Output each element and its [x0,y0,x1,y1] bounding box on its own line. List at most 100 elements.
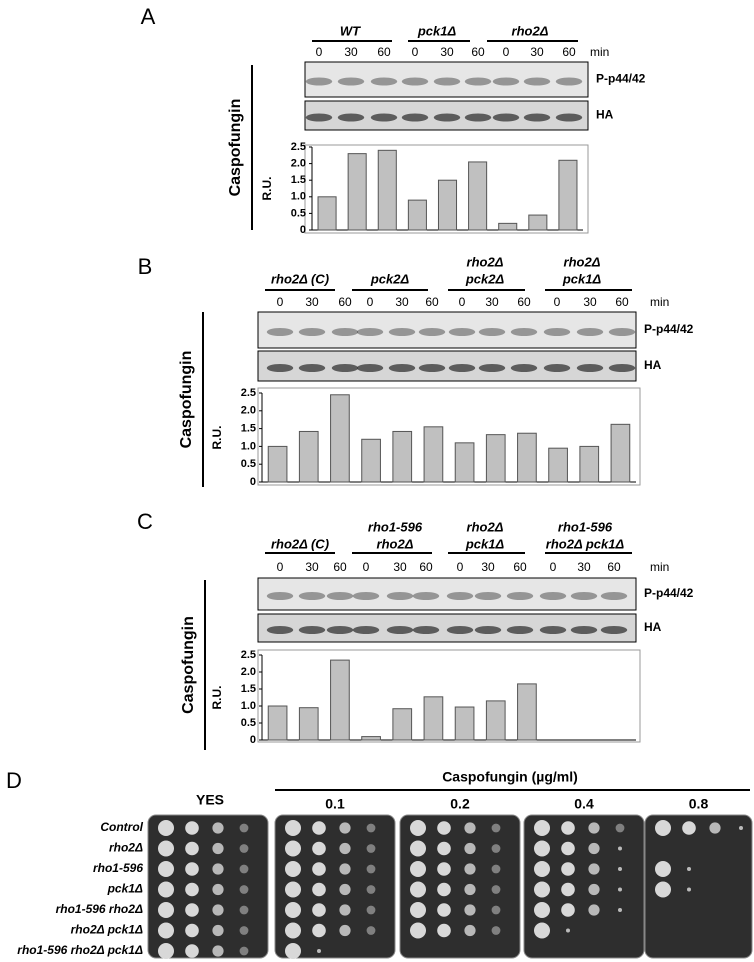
plate [523,814,645,959]
blot-band [464,113,492,122]
colony-spot [534,922,550,939]
blot-band [386,592,414,600]
concentration-label: 0.2 [450,796,470,812]
colony-spot [312,821,326,835]
colony-spot [212,863,224,875]
blot [257,577,637,611]
bar [330,659,350,741]
colony-spot [534,902,550,918]
time-label: 0 [277,560,284,574]
colony-spot [239,885,249,894]
strain-label: pck2Δ [465,271,505,286]
colony [618,846,622,851]
blot-band [448,364,476,372]
strain-label: rho1-596 [368,519,423,534]
colony-spot [212,842,224,855]
strain-label: rho2Δ pck1Δ [546,536,625,551]
colony-spot [158,840,174,857]
colony-spot [464,924,476,937]
concentration-label: 0.4 [574,796,594,812]
blot-band [401,113,429,122]
time-label: 60 [607,560,621,574]
bar [361,438,381,483]
colony-spot [239,823,249,833]
colony-spot [615,823,625,833]
blot-band [570,592,598,600]
colony-spot [534,881,550,898]
blot-band [539,592,567,600]
colony-spot [410,881,426,898]
time-label: 0 [316,45,323,59]
colony-spot [655,861,671,877]
strain-row-label: rho1-596 rho2Δ pck1Δ [17,943,143,957]
colony-spot [339,924,351,937]
colony-spot [437,903,451,917]
bar [407,199,427,231]
colony-spot [437,862,451,876]
blot-band [433,113,461,122]
strain-label: rho2Δ [467,519,504,534]
blot-label: HA [644,358,662,372]
colony-spot [212,924,224,937]
blot-band [506,592,534,600]
time-label: 60 [333,560,347,574]
colony [687,867,691,871]
bar [454,706,475,741]
colony-spot [312,923,326,938]
colony-spot [561,841,575,856]
bar [468,161,488,231]
time-label: 60 [471,45,485,59]
y-tick-label: 2.5 [241,387,256,399]
colony-spot [158,881,174,898]
colony [739,826,743,830]
bar [317,196,337,231]
bar [347,153,367,231]
chart-frame [257,649,641,743]
y-tick-label: 0.5 [241,717,256,729]
y-tick-label: 1.0 [291,191,306,203]
blot-band [464,77,492,86]
colony [618,887,622,892]
colony-spot [588,863,600,875]
colony-spot [491,926,501,935]
blot-band [266,364,294,372]
time-label: 60 [338,295,352,309]
blot-band [298,328,326,336]
time-label: 60 [615,295,629,309]
blot-band [474,626,502,634]
time-label: 0 [459,295,466,309]
blot-band [539,626,567,634]
blot-label: P-p44/42 [644,586,694,600]
blot-band [298,364,326,372]
y-tick-label: 0 [250,476,256,488]
time-label: 0 [277,295,284,309]
y-tick-label: 0.5 [291,207,306,219]
blot-band [356,328,384,336]
colony-spot [185,841,199,856]
colony-spot [339,822,351,834]
colony-spot [158,922,174,939]
colony-spot [212,945,224,957]
bar [558,159,578,231]
blot-label: HA [596,108,614,122]
blot-band [600,592,628,600]
time-unit: min [650,560,669,574]
colony-spot [339,842,351,855]
strain-label: WT [340,23,361,38]
colony-spot [534,840,550,857]
y-tick-label: 1.5 [241,683,256,695]
colony-spot [239,905,249,915]
blot [257,311,637,349]
blot-band [305,113,333,122]
colony-spot [285,943,301,959]
time-label: 30 [530,45,544,59]
y-tick-label: 0.5 [241,458,256,470]
time-label: 30 [393,560,407,574]
colony-spot [285,861,301,877]
bar [437,179,458,231]
blot-band [570,626,598,634]
panel-label: D [6,768,22,793]
colony-spot [339,863,351,875]
treatment-label: Caspofungin [180,616,197,714]
